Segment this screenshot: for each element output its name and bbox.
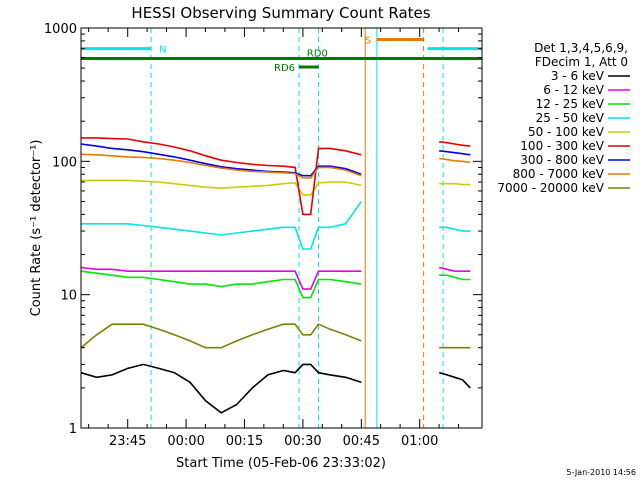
y-axis-ticks: 1 10 100 1000 bbox=[44, 22, 482, 437]
series-line-1 bbox=[80, 266, 471, 290]
observing-flags: N S RD0 RD6 bbox=[81, 35, 482, 74]
x-tick-label-4: 00:45 bbox=[343, 434, 380, 449]
legend-label-5: 100 - 300 keV bbox=[520, 139, 604, 153]
legend-header-line-1: Det 1,3,4,5,6,9, bbox=[534, 41, 628, 55]
legend-label-1: 6 - 12 keV bbox=[543, 83, 605, 97]
timestamp-label: 5-Jan-2010 14:56 bbox=[566, 468, 636, 477]
chart-title: HESSI Observing Summary Count Rates bbox=[131, 4, 430, 22]
flag-n-label: N bbox=[159, 45, 166, 56]
flag-rd6-label: RD6 bbox=[274, 63, 295, 74]
plot-lines bbox=[150, 28, 444, 428]
series-line-5 bbox=[81, 137, 471, 216]
flag-rd0-label: RD0 bbox=[307, 49, 328, 60]
legend-header-line-2: FDecim 1, Att 0 bbox=[535, 55, 628, 69]
x-tick-label-0: 23:45 bbox=[109, 434, 146, 449]
x-tick-label-3: 00:30 bbox=[284, 434, 321, 449]
x-tick-label-2: 00:15 bbox=[226, 434, 263, 449]
x-tick-label-1: 00:00 bbox=[167, 434, 204, 449]
y-axis-label: Count Rate (s⁻¹ detector⁻¹) bbox=[29, 140, 44, 317]
series-line-0 bbox=[80, 363, 471, 414]
y-tick-label-0: 1 bbox=[69, 422, 77, 437]
series-line-3 bbox=[81, 201, 471, 250]
x-axis-ticks: 23:45 00:00 00:15 00:30 00:45 01:00 bbox=[88, 28, 460, 449]
y-tick-label-2: 100 bbox=[52, 155, 77, 170]
flag-s-label: S bbox=[365, 35, 371, 46]
series-line-8 bbox=[80, 323, 471, 349]
y-tick-label-3: 1000 bbox=[44, 22, 77, 37]
legend-label-8: 7000 - 20000 keV bbox=[497, 181, 604, 195]
series-layer bbox=[80, 137, 471, 414]
series-line-2 bbox=[80, 270, 471, 299]
legend-label-6: 300 - 800 keV bbox=[520, 153, 604, 167]
legend-label-7: 800 - 7000 keV bbox=[513, 167, 605, 181]
legend-label-2: 12 - 25 keV bbox=[536, 97, 605, 111]
plot-frame bbox=[80, 27, 483, 429]
legend: Det 1,3,4,5,6,9, FDecim 1, Att 0 3 - 6 k… bbox=[497, 41, 630, 195]
legend-label-4: 50 - 100 keV bbox=[528, 125, 605, 139]
legend-label-0: 3 - 6 keV bbox=[551, 69, 605, 83]
series-line-7 bbox=[80, 153, 471, 179]
x-tick-label-5: 01:00 bbox=[401, 434, 438, 449]
series-line-6 bbox=[80, 143, 471, 177]
y-tick-label-1: 10 bbox=[60, 289, 77, 304]
legend-label-3: 25 - 50 keV bbox=[536, 111, 605, 125]
x-axis-label: Start Time (05-Feb-06 23:33:02) bbox=[176, 456, 386, 471]
series-line-4 bbox=[81, 179, 471, 196]
